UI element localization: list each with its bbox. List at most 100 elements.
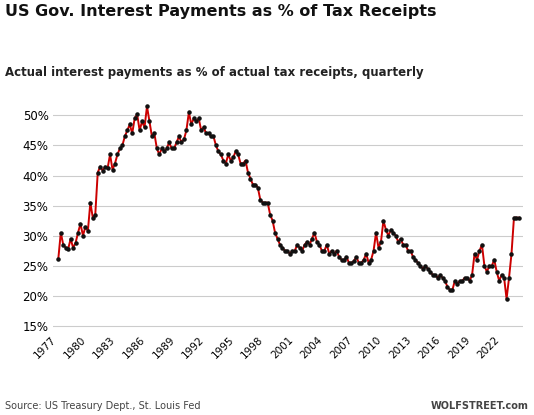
Point [305,242,314,248]
Point [411,256,420,263]
Point [288,247,296,254]
Point [359,256,368,263]
Point [140,124,149,131]
Point [251,181,260,188]
Point [246,175,255,182]
Point [327,247,336,254]
Point [217,151,225,158]
Point [421,262,429,269]
Point [318,247,326,254]
Point [384,232,392,239]
Point [81,223,90,230]
Point [286,250,294,257]
Point [185,109,193,116]
Point [214,148,223,155]
Point [116,145,124,152]
Point [209,133,218,140]
Point [143,103,151,110]
Point [402,242,410,248]
Point [153,145,161,152]
Point [451,278,459,284]
Point [490,256,499,263]
Point [194,115,203,122]
Point [155,151,163,158]
Point [278,244,287,251]
Point [426,269,435,275]
Point [202,130,210,137]
Point [505,275,513,281]
Point [325,250,334,257]
Point [436,271,444,278]
Point [458,278,467,284]
Point [59,242,67,248]
Point [234,151,242,158]
Point [431,271,439,278]
Point [138,118,146,124]
Point [133,111,142,117]
Point [113,151,122,158]
Point [473,256,481,263]
Point [443,283,452,290]
Point [463,275,472,281]
Point [66,235,75,242]
Point [222,160,230,167]
Point [515,214,523,221]
Point [283,247,292,254]
Point [441,278,449,284]
Point [199,124,208,131]
Point [387,227,395,233]
Point [256,196,264,203]
Point [323,242,331,248]
Point [266,211,274,218]
Point [177,139,186,146]
Point [205,130,213,137]
Point [350,258,358,264]
Point [69,244,77,251]
Point [488,262,496,269]
Point [502,295,511,302]
Point [352,254,360,260]
Point [162,145,171,152]
Point [370,247,378,254]
Point [231,148,240,155]
Point [293,242,302,248]
Point [404,247,412,254]
Point [170,145,178,152]
Point [500,275,508,281]
Point [118,142,127,149]
Point [308,235,316,242]
Point [374,244,383,251]
Point [475,247,484,254]
Point [172,139,181,146]
Point [340,256,348,263]
Point [101,163,109,170]
Point [281,247,289,254]
Point [145,118,154,124]
Point [497,271,506,278]
Point [423,266,432,272]
Point [175,133,183,140]
Point [226,157,235,164]
Point [241,157,250,164]
Point [224,151,232,158]
Point [76,220,85,227]
Point [394,238,403,245]
Point [211,142,220,149]
Point [382,227,390,233]
Point [335,254,343,260]
Point [362,250,371,257]
Point [103,165,112,172]
Point [123,127,131,134]
Point [197,127,206,134]
Point [106,151,114,158]
Point [428,271,437,278]
Point [347,259,356,266]
Point [342,254,351,260]
Point [179,136,188,143]
Point [409,254,417,260]
Point [108,166,117,173]
Point [276,242,284,248]
Point [158,145,166,152]
Point [125,121,134,128]
Point [244,169,252,176]
